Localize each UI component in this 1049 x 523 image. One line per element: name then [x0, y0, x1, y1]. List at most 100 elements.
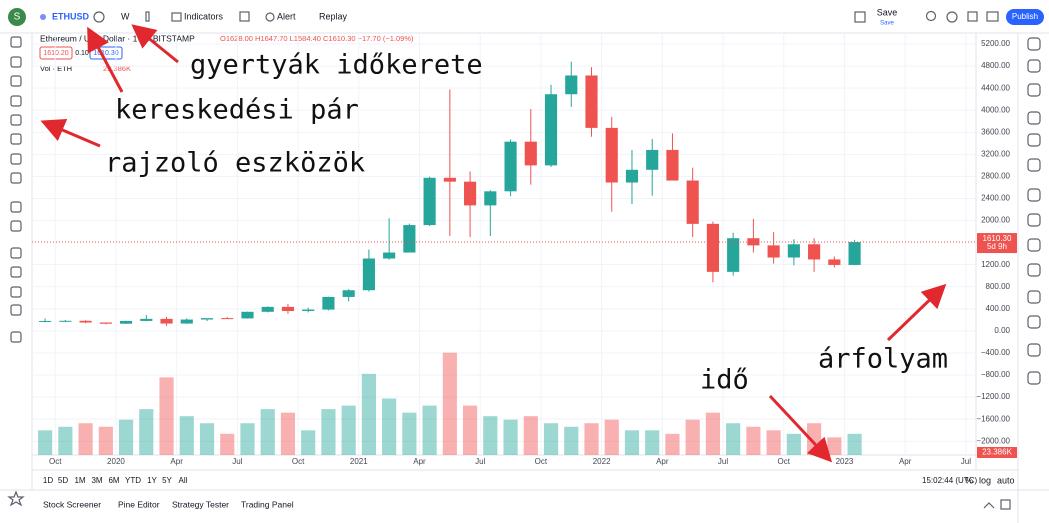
favorites[interactable] [7, 490, 25, 507]
volume-bar [463, 405, 478, 455]
volume-bar [564, 426, 579, 455]
tool-icon[interactable] [10, 286, 22, 298]
layouts[interactable] [239, 11, 250, 22]
volume-bar [503, 419, 518, 455]
avatar[interactable] [8, 8, 26, 26]
tool-icon[interactable] [10, 133, 22, 145]
candle-body [585, 75, 598, 128]
tool-icon[interactable] [10, 201, 22, 213]
log-toggle[interactable]: log [979, 475, 991, 485]
tool-icon[interactable] [10, 172, 22, 184]
range-button[interactable]: 5D [58, 476, 68, 485]
tool-icon[interactable] [10, 75, 22, 87]
panel-icon[interactable] [1027, 133, 1041, 147]
panel-icon[interactable] [1027, 343, 1041, 357]
x-tick-label: Apr [170, 457, 183, 466]
y-tick-label: 3200.00 [981, 149, 1010, 158]
range-button[interactable]: YTD [125, 476, 141, 485]
range-button[interactable]: 1M [74, 476, 85, 485]
add-symbol[interactable] [93, 11, 105, 23]
range-button[interactable]: 6M [108, 476, 119, 485]
volume-bar [523, 416, 538, 455]
panel-icon[interactable] [1027, 59, 1041, 73]
arrow [131, 24, 179, 64]
annotation: gyertyák időkerete [190, 50, 483, 81]
replay[interactable]: Replay [319, 11, 348, 21]
volume-bar [726, 423, 741, 455]
footer-tab[interactable]: Pine Editor [118, 499, 160, 509]
panel-icon[interactable] [1027, 213, 1041, 227]
tool-icon[interactable] [10, 153, 22, 165]
candle-body [200, 318, 214, 320]
bid-box[interactable] [39, 46, 73, 60]
tool-icon[interactable] [10, 331, 22, 343]
save-sub: Save [880, 21, 894, 27]
y-tick-label: 2000.00 [981, 216, 1010, 225]
tool-icon[interactable] [10, 266, 22, 278]
volume-bar [341, 405, 356, 455]
tool-icon[interactable] [10, 247, 22, 259]
indicators[interactable]: Indicators [184, 11, 224, 21]
panel-icon[interactable] [1027, 290, 1041, 304]
tool-icon[interactable] [10, 304, 22, 316]
panel-icon[interactable] [1027, 37, 1041, 51]
range-button[interactable]: All [179, 476, 188, 485]
panel-icon[interactable] [1027, 111, 1041, 125]
layout-toggle[interactable] [854, 11, 866, 23]
symbol-icon [40, 14, 46, 20]
x-tick-label: Jul [232, 457, 242, 466]
panel-icon[interactable] [1027, 158, 1041, 172]
y-tick-label: 1200.00 [981, 260, 1010, 269]
maximize-panel[interactable] [1000, 499, 1011, 510]
panel-icon[interactable] [1027, 263, 1041, 277]
alert[interactable]: Alert [277, 11, 296, 21]
snapshot[interactable] [986, 11, 999, 22]
panel-icon[interactable] [1027, 188, 1041, 202]
volume-bar [705, 412, 721, 455]
volume-bar [584, 423, 599, 455]
auto-toggle[interactable]: auto [997, 475, 1015, 485]
range-button[interactable]: 1Y [147, 476, 157, 485]
panel-icon[interactable] [1027, 238, 1041, 252]
footer-tab[interactable]: Trading Panel [241, 499, 294, 509]
candle-body [180, 319, 193, 324]
tool-icon[interactable] [10, 56, 22, 68]
price-tag-label: 1610.30 [983, 234, 1012, 243]
ask: 1610.30 [93, 50, 118, 57]
volume-label: Vol · ETH [40, 64, 72, 73]
symbol[interactable]: ETHUSD [52, 11, 90, 21]
volume-bar [361, 373, 376, 455]
candle-body [140, 318, 153, 321]
tool-icon[interactable] [10, 220, 22, 232]
footer-tab[interactable]: Stock Screener [43, 499, 101, 509]
volume-bar [280, 412, 296, 455]
range-button[interactable]: 5Y [162, 476, 172, 485]
collapse[interactable] [983, 502, 995, 509]
publish-button[interactable] [1006, 9, 1044, 25]
y-tick-label: 0.00 [994, 326, 1010, 335]
range-button[interactable]: 1D [43, 476, 53, 485]
y-tick-label: −1600.00 [976, 414, 1010, 423]
candle-body [544, 94, 558, 166]
range-button[interactable]: 3M [91, 476, 102, 485]
candle-body [484, 191, 497, 206]
panel-icon[interactable] [1027, 315, 1041, 329]
volume-bar [665, 433, 680, 455]
candle-body [747, 238, 760, 246]
interval[interactable]: W [121, 11, 130, 21]
percent-toggle[interactable]: % [965, 475, 973, 485]
settings[interactable] [946, 11, 958, 23]
fullscreen[interactable] [967, 11, 978, 22]
tool-icon[interactable] [10, 114, 22, 126]
volume-bar [78, 423, 93, 455]
x-tick-label: Apr [899, 457, 912, 466]
footer-tab[interactable]: Strategy Tester [172, 499, 229, 509]
volume-bar [766, 430, 781, 455]
panel-icon[interactable] [1027, 83, 1041, 97]
tool-icon[interactable] [10, 95, 22, 107]
panel-icon[interactable] [1027, 371, 1041, 385]
tool-icon[interactable] [10, 36, 22, 48]
search[interactable] [925, 10, 937, 22]
chart-type[interactable] [145, 11, 150, 22]
save[interactable]: Save [877, 7, 898, 17]
